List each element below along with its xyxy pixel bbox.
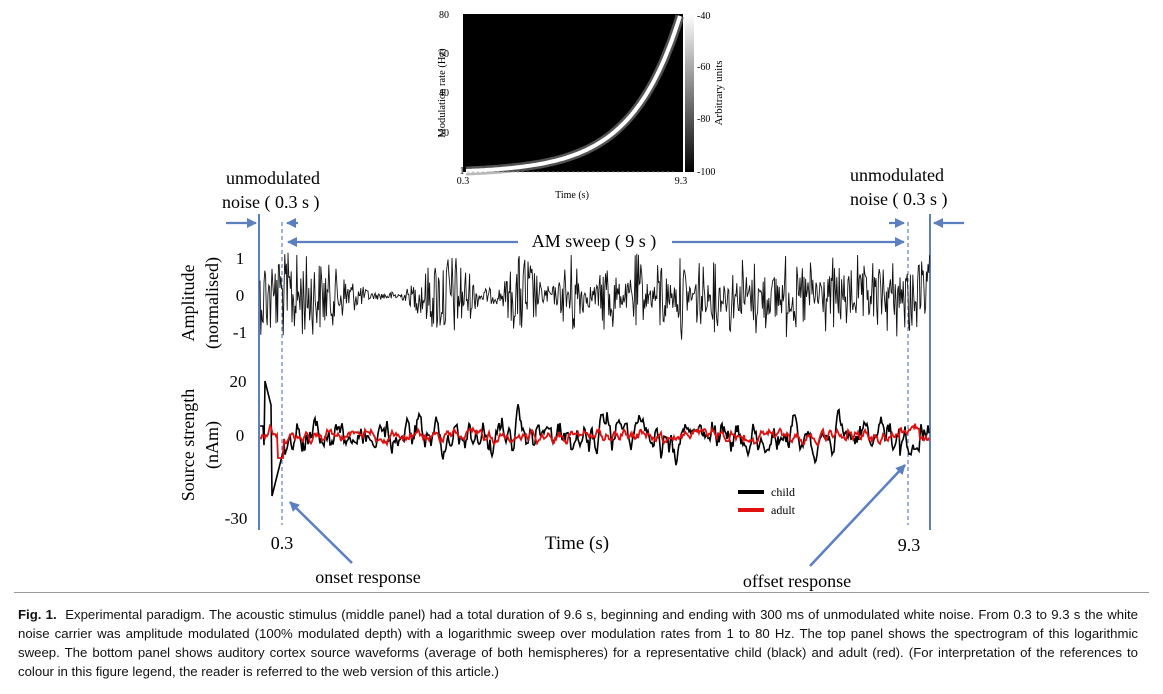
cbar-tick: -100 <box>697 167 715 178</box>
cbar-tick: -80 <box>697 114 710 125</box>
spectrogram-panel: 80 60 40 20 1 0.3 9.3 Time (s) Modulatio… <box>437 10 725 201</box>
spec-xlabel: Time (s) <box>555 190 589 201</box>
unmod-right-line1: unmodulated <box>850 165 944 185</box>
amp-ytick: 1 <box>236 249 245 268</box>
amp-ytick: 0 <box>236 286 245 305</box>
amp-ylabel-2: (normalised) <box>202 257 223 349</box>
unmod-left-line1: unmodulated <box>226 168 320 188</box>
child-waveform <box>260 380 930 497</box>
amplitude-panel: 1 0 -1 Amplitude (normalised) <box>178 249 931 349</box>
am-sweep-label: AM sweep ( 9 s ) <box>532 231 656 252</box>
src-ytick: 20 <box>230 372 247 391</box>
annotations: unmodulated noise ( 0.3 s ) unmodulated … <box>222 165 964 530</box>
cbar-tick: -40 <box>697 11 710 22</box>
adult-waveform <box>259 423 930 459</box>
am-waveform <box>259 252 931 340</box>
legend-child-label: child <box>771 485 795 499</box>
source-panel: 20 0 -30 Source strength (nAm) child adu… <box>178 372 930 528</box>
spec-ytick: 20 <box>439 128 449 139</box>
onset-label: onset response <box>315 567 420 587</box>
t-end-label: 9.3 <box>898 535 921 555</box>
amp-ylabel-1: Amplitude <box>178 264 198 341</box>
spec-ylabel: Modulation rate (Hz) <box>437 48 448 138</box>
src-ylabel-1: Source strength <box>178 389 198 501</box>
cbar-tick: -60 <box>697 62 710 73</box>
caption-label: Fig. 1. <box>18 607 57 622</box>
offset-arrow <box>809 464 906 567</box>
bottom-annotations: 0.3 9.3 Time (s) onset response offset r… <box>271 464 921 591</box>
spec-xtick: 0.3 <box>457 176 470 187</box>
spec-xtick: 9.3 <box>675 176 688 187</box>
spec-ytick: 1 <box>460 166 465 177</box>
src-ytick: -30 <box>225 509 248 528</box>
caption-text: Experimental paradigm. The acoustic stim… <box>18 607 1138 679</box>
time-axis-label: Time (s) <box>545 533 609 554</box>
unmod-left-line2: noise ( 0.3 s ) <box>222 192 320 213</box>
caption-separator <box>14 592 1149 593</box>
legend-adult-label: adult <box>771 503 796 517</box>
colorbar <box>685 14 694 172</box>
cbar-label: Arbitrary units <box>713 60 725 125</box>
spec-ytick: 40 <box>439 88 449 99</box>
src-ylabel-2: (nAm) <box>202 421 223 469</box>
spec-ytick: 60 <box>439 49 449 60</box>
amp-ytick: -1 <box>233 323 247 342</box>
figure-caption: Fig. 1. Experimental paradigm. The acous… <box>18 605 1138 681</box>
t-start-label: 0.3 <box>271 533 294 553</box>
src-ytick: 0 <box>236 426 245 445</box>
unmod-right-line2: noise ( 0.3 s ) <box>850 189 948 210</box>
offset-label: offset response <box>743 571 851 591</box>
sweep-curve <box>465 15 682 173</box>
spec-ytick: 80 <box>439 10 449 21</box>
figure: 80 60 40 20 1 0.3 9.3 Time (s) Modulatio… <box>178 10 964 591</box>
onset-arrow <box>289 501 353 564</box>
